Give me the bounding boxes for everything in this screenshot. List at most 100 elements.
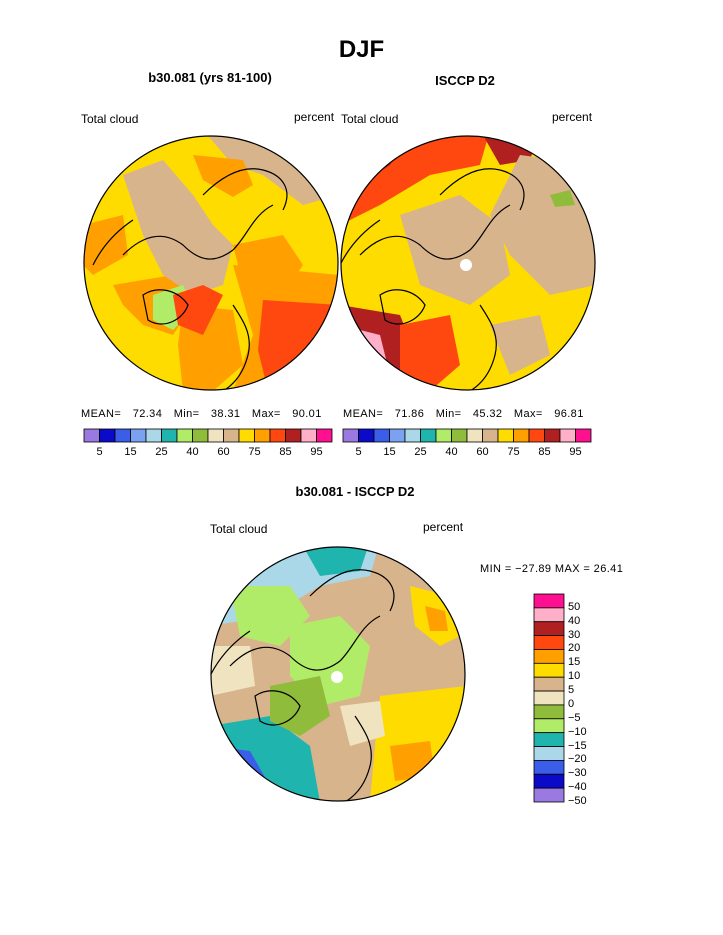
panel3-colorbar-tick: −40 xyxy=(568,781,587,794)
panel1-colorbar-swatch xyxy=(316,428,333,443)
panel1-min-label: Min= xyxy=(173,408,200,420)
panel3-pole-gap xyxy=(331,671,343,683)
panel2-colorbar-tick: 75 xyxy=(507,446,520,458)
panel2-colorbar-tick: 60 xyxy=(476,446,489,458)
panel3-colorbar-tick: 0 xyxy=(568,697,575,710)
panel1-min-value: 38.31 xyxy=(210,408,241,420)
panel3-colorbar-swatch xyxy=(533,621,565,637)
panel2-colorbar-swatch xyxy=(451,428,468,443)
panel1-map-border xyxy=(83,135,339,391)
panel2-colorbar-swatch xyxy=(544,428,561,443)
panel1-mean-value: 72.34 xyxy=(132,408,163,420)
panel1-colorbar-tick: 5 xyxy=(96,446,103,458)
panel3-colorbar xyxy=(533,593,565,803)
panel1-max-value: 90.01 xyxy=(292,408,322,420)
panel1-units-label: percent xyxy=(294,110,335,124)
panel1-coastlines xyxy=(92,168,288,390)
panel3-colorbar-swatch xyxy=(533,718,565,734)
panel1-left-label: Total cloud xyxy=(81,112,139,126)
panel3-colorbar-swatch xyxy=(533,690,565,706)
panel2-max-label: Max= xyxy=(513,408,543,420)
panel3-map-border xyxy=(210,546,466,802)
panel1-colorbar-swatch xyxy=(176,428,193,443)
panel2-polar-map xyxy=(340,135,596,391)
panel1-colorbar-tick: 25 xyxy=(155,446,168,458)
panel3-title: b30.081 - ISCCP D2 xyxy=(295,484,415,499)
panel2-colorbar-swatch xyxy=(435,428,452,443)
panel2-colorbar xyxy=(342,428,592,443)
panel2-title: ISCCP D2 xyxy=(435,73,495,88)
panel2-colorbar-swatch xyxy=(559,428,576,443)
panel1-colorbar-swatch xyxy=(300,428,317,443)
panel1-colorbar-swatch xyxy=(254,428,271,443)
panel1-polar-map xyxy=(83,135,339,391)
panel2-colorbar-tick: 15 xyxy=(383,446,396,458)
panel3-colorbar-swatch xyxy=(533,773,565,789)
panel3-colorbar-tick: 30 xyxy=(568,628,581,641)
panel3-coastlines xyxy=(211,569,395,801)
panel1-mean-label: MEAN= xyxy=(81,408,122,420)
panel1-max-label: Max= xyxy=(251,408,281,420)
panel1-colorbar-swatch xyxy=(130,428,147,443)
panel2-max-value: 96.81 xyxy=(554,408,584,420)
panel1-colorbar-tick: 95 xyxy=(310,446,323,458)
panel1-colorbar-swatch xyxy=(192,428,209,443)
panel2-colorbar-tick: 5 xyxy=(355,446,362,458)
panel2-coastlines xyxy=(341,168,525,390)
panel3-colorbar-swatch xyxy=(533,746,565,761)
panel1-colorbar-swatch xyxy=(83,428,100,443)
panel1-title: b30.081 (yrs 81-100) xyxy=(148,70,272,85)
panel3-polar-map xyxy=(210,546,466,802)
panel2-left-label: Total cloud xyxy=(341,112,399,126)
panel1-colorbar-tick: 85 xyxy=(279,446,292,458)
panel3-colorbar-tick: 5 xyxy=(568,684,575,697)
panel2-colorbar-tick: 40 xyxy=(445,446,458,458)
panel1-colorbar-swatch xyxy=(269,428,286,443)
panel3-colorbar-swatch xyxy=(533,635,565,650)
panel2-colorbar-swatch xyxy=(404,428,421,443)
panel2-map-border xyxy=(340,135,596,391)
panel3-units-label: percent xyxy=(423,520,464,534)
panel3-colorbar-swatch xyxy=(533,662,565,678)
panel1-map-fields xyxy=(84,136,338,390)
panel3-colorbar-swatch xyxy=(533,787,565,803)
panel1-stats: MEAN= 72.34 Min= 38.31 Max= 90.01 xyxy=(81,408,322,420)
panel2-colorbar-swatch xyxy=(358,428,375,443)
panel2-colorbar-swatch xyxy=(575,428,592,443)
panel3-left-label: Total cloud xyxy=(210,522,268,536)
panel1-colorbar-tick: 15 xyxy=(124,446,137,458)
panel2-colorbar-tick: 85 xyxy=(538,446,551,458)
panel3-colorbar-tick: 20 xyxy=(568,642,581,655)
panel2-colorbar-swatch xyxy=(342,428,359,443)
panel3-colorbar-tick: −20 xyxy=(568,753,587,766)
panel3-colorbar-swatch xyxy=(533,732,565,747)
panel2-colorbar-swatch xyxy=(513,428,530,443)
panel2-colorbar-swatch xyxy=(389,428,406,443)
panel2-colorbar-tick: 25 xyxy=(414,446,427,458)
panel2-colorbar-swatch xyxy=(497,428,514,443)
panel3-colorbar-swatch xyxy=(533,704,565,720)
panel3-colorbar-tick: 15 xyxy=(568,656,581,669)
panel3-colorbar-tick: 10 xyxy=(568,670,581,683)
panel2-mean-label: MEAN= xyxy=(343,408,384,420)
panel1-colorbar-tick: 60 xyxy=(217,446,230,458)
panel3-colorbar-tick: −15 xyxy=(568,739,587,752)
panel1-colorbar-swatch xyxy=(99,428,116,443)
panel1-colorbar-tick: 40 xyxy=(186,446,199,458)
panel1-colorbar-swatch xyxy=(285,428,302,443)
panel2-pole-gap xyxy=(460,259,472,271)
panel3-colorbar-tick: −10 xyxy=(568,725,587,738)
panel3-min-max: MIN = −27.89 MAX = 26.41 xyxy=(480,563,624,575)
panel2-stats: MEAN= 71.86 Min= 45.32 Max= 96.81 xyxy=(343,408,584,420)
panel1-colorbar-swatch xyxy=(114,428,131,443)
panel3-colorbar-swatch xyxy=(533,759,565,775)
panel2-min-value: 45.32 xyxy=(472,408,503,420)
panel2-units-label: percent xyxy=(552,110,593,124)
panel2-colorbar-tick: 95 xyxy=(569,446,582,458)
panel2-mean-value: 71.86 xyxy=(394,408,425,420)
panel1-colorbar-swatch xyxy=(145,428,162,443)
panel3-colorbar-swatch xyxy=(533,649,565,664)
panel1-colorbar-swatch xyxy=(207,428,224,443)
panel1-colorbar-swatch xyxy=(223,428,240,443)
panel3-colorbar-swatch xyxy=(533,676,565,692)
